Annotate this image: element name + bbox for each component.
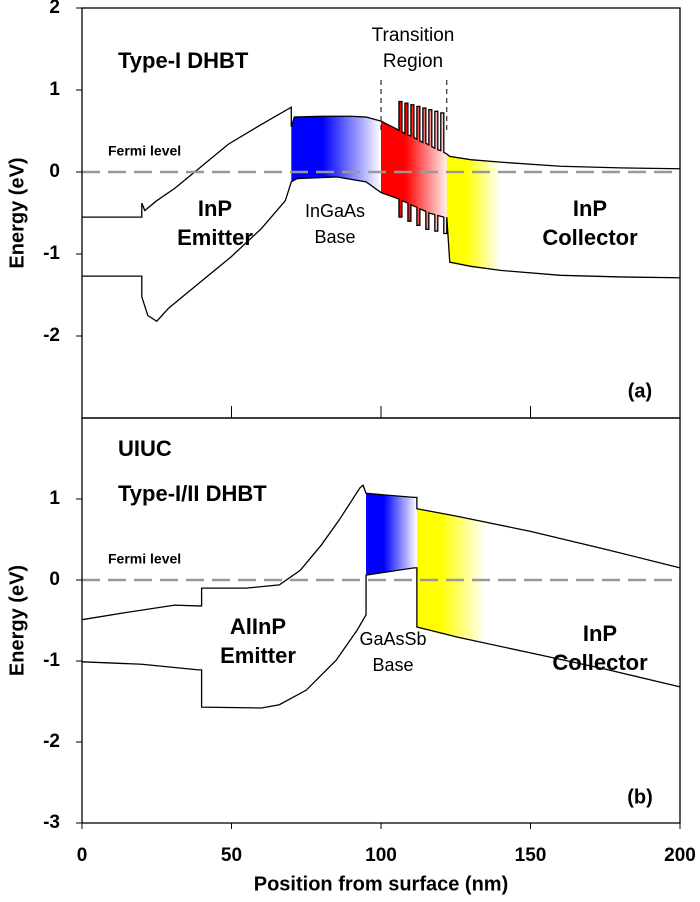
annotation: Collector [552,650,648,675]
y-tick-label: 0 [49,569,60,590]
y-tick-label: 2 [49,0,60,18]
annotation: InP [198,196,232,221]
y-tick-label: -2 [43,731,60,752]
x-axis-label: Position from surface (nm) [254,873,508,895]
annotation: Fermi level [108,143,181,159]
annotation: Emitter [220,643,296,668]
y-tick-label: 1 [49,488,60,509]
x-tick-label: 0 [77,845,88,866]
annotation: Fermi level [108,551,181,567]
annotation: InP [573,196,607,221]
y-tick-label: -1 [43,243,60,264]
band-edge [82,100,681,218]
band-edge [81,567,681,709]
annotation: (a) [628,380,652,402]
annotation: InGaAs [305,201,365,221]
y-tick-label: 0 [49,161,60,182]
annotation: UIUC [118,436,172,461]
y-tick-label: -2 [43,325,60,346]
annotation: Base [314,227,355,247]
annotation: Type-I DHBT [118,48,249,73]
annotation: Region [383,51,443,72]
band-edge [82,176,681,323]
x-tick-label: 200 [664,845,696,866]
panel: -3 -2 -1 0 1 0 50 100 150 200 Energy (eV) Position … [6,417,696,895]
y-tick-label: -1 [43,650,60,671]
annotation: Transition [372,25,455,46]
band-region [416,497,486,644]
annotation: (b) [627,786,653,808]
annotation: GaAsSb [359,629,426,649]
band-edge [81,484,681,621]
x-tick-label: 150 [515,845,547,866]
annotation: Emitter [177,225,253,250]
annotation: Type-I/II DHBT [118,481,267,506]
y-axis-label: Energy (eV) [6,565,28,676]
band-region [366,493,417,615]
band-region [381,101,450,263]
annotation: InP [583,621,617,646]
y-tick-label: 1 [49,79,60,100]
annotation: Collector [542,225,638,250]
annotation: Base [372,655,413,675]
x-tick-label: 50 [221,845,242,866]
band-region [446,153,501,271]
x-tick-label: 100 [365,845,397,866]
panel: -2 -1 0 1 2 Energy (eV) Type-I DHBT Transition R… [6,0,681,419]
annotation: AlInP [230,614,286,639]
y-axis-label: Energy (eV) [6,157,28,268]
y-tick-label: -3 [43,812,60,833]
